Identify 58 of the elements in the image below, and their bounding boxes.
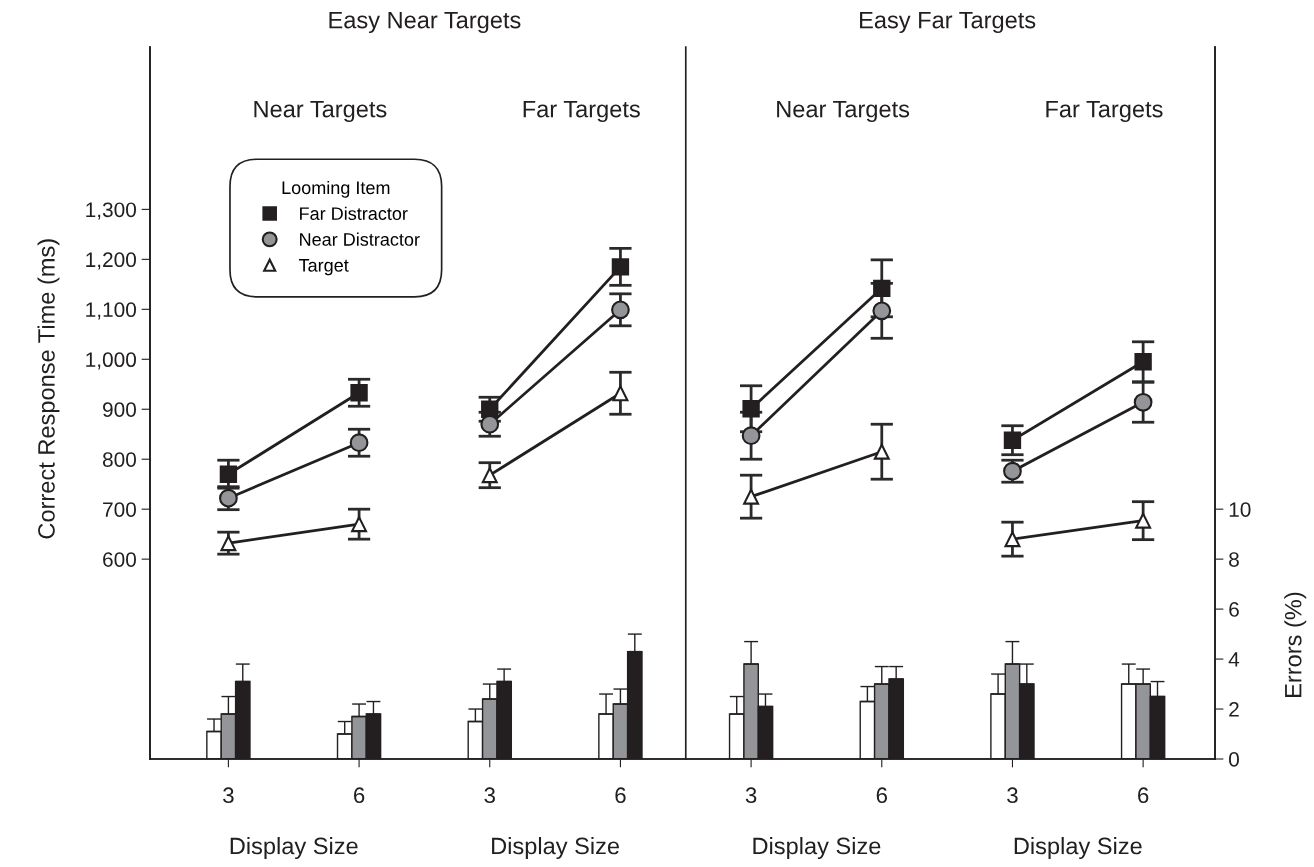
x-tick-label: 6	[615, 787, 626, 804]
point	[611, 258, 630, 276]
x-tick-label: 6	[876, 787, 887, 804]
x-tick-label: 3	[223, 787, 234, 804]
y-tick-label: 1,200	[86, 252, 136, 270]
point	[743, 488, 760, 505]
y2-tick-label: 6	[1229, 602, 1239, 617]
text: Display Size	[492, 836, 619, 860]
point	[349, 433, 369, 453]
text: Display Size	[230, 836, 358, 860]
y-tick-label: 1,300	[86, 202, 136, 220]
x-tick-label: 3	[745, 787, 757, 804]
point	[741, 426, 761, 446]
y-tick-label: 1,000	[86, 352, 136, 370]
point	[742, 400, 760, 418]
y-tick-label: 800	[102, 452, 136, 467]
y2-tick-label: 2	[1229, 702, 1239, 717]
y-axis-title: Correct Response Time (ms)	[37, 239, 60, 539]
legend-title: Looming Item	[282, 180, 390, 198]
text: Easy Near Targets	[329, 11, 521, 34]
legend-label: Far Distractor	[300, 206, 408, 220]
point	[350, 384, 368, 402]
y-tick-label: 700	[103, 502, 136, 517]
y2-tick-label: 4	[1228, 652, 1240, 667]
text: Display Size	[753, 836, 881, 860]
x-tick-label: 6	[354, 787, 365, 804]
point	[1133, 392, 1153, 412]
annotation: Far Targets	[1046, 100, 1163, 123]
y2-tick-label: 0	[1229, 752, 1239, 767]
point	[872, 301, 892, 321]
legend-label: Target	[298, 259, 349, 276]
legend-label: Near Distractor	[300, 232, 420, 246]
point	[1134, 353, 1152, 371]
point	[481, 467, 498, 484]
annotation: Near Targets	[254, 100, 387, 123]
point	[873, 279, 891, 298]
point	[1135, 512, 1152, 529]
y2-tick-label: 8	[1229, 552, 1239, 567]
text: Easy Far Targets	[860, 11, 1036, 34]
y-tick-label: 1,100	[86, 302, 136, 320]
point	[220, 535, 237, 552]
point	[612, 385, 629, 402]
y-tick-label: 600	[103, 552, 136, 567]
point	[1003, 431, 1022, 449]
point	[611, 300, 630, 320]
x-tick-label: 6	[1138, 787, 1149, 804]
point	[351, 516, 368, 533]
y2-axis-title: Errors (%)	[1284, 592, 1307, 697]
point	[1004, 531, 1021, 548]
y-tick-label: 900	[103, 402, 136, 417]
point	[219, 465, 238, 483]
annotation: Far Targets	[523, 100, 640, 123]
x-tick-label: 3	[1007, 787, 1018, 804]
x-tick-label: 3	[484, 787, 495, 804]
text: Display Size	[1014, 836, 1142, 860]
y2-tick-label: 10	[1229, 502, 1251, 517]
point	[873, 443, 890, 460]
annotation: Near Targets	[777, 100, 910, 123]
